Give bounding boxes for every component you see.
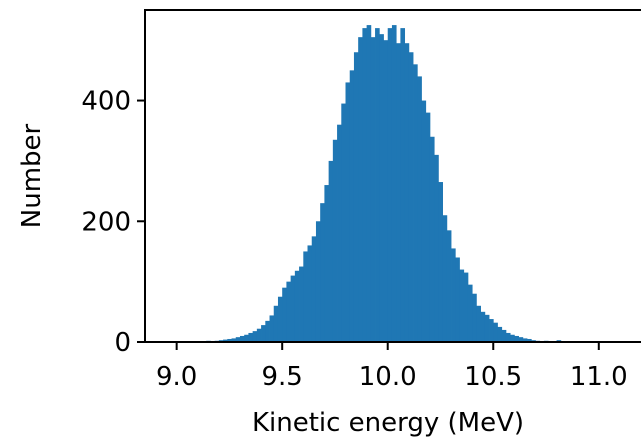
histogram-bar: [353, 52, 359, 342]
histogram-bar: [294, 270, 300, 342]
x-tick-label: 10.5: [464, 362, 522, 392]
histogram-bar: [451, 248, 456, 342]
histogram-bars: [197, 25, 566, 343]
histogram-bar: [413, 64, 418, 342]
histogram-bar: [425, 112, 431, 343]
histogram-bar: [493, 322, 498, 342]
y-axis-label: Number: [17, 123, 47, 228]
histogram-bar: [387, 28, 393, 343]
x-tick-label: 9.0: [156, 362, 197, 392]
histogram-bar: [362, 28, 368, 343]
histogram-bar: [370, 37, 376, 342]
histogram-bar: [484, 314, 490, 342]
histogram-bar: [358, 37, 363, 342]
histogram-bar: [307, 245, 313, 342]
histogram-bar: [518, 337, 524, 342]
histogram-bar: [404, 43, 410, 342]
x-axis-label: Kinetic energy (MeV): [252, 408, 524, 438]
histogram-bar: [261, 325, 266, 342]
histogram-bar: [459, 269, 465, 342]
histogram-bar: [421, 100, 427, 342]
histogram-bar: [527, 338, 532, 342]
histogram-bar: [290, 275, 296, 342]
histogram-bar: [303, 251, 308, 342]
histogram-bar: [442, 215, 448, 342]
histogram-bar: [429, 136, 435, 342]
y-tick-label: 200: [81, 207, 131, 237]
histogram-bar: [299, 266, 304, 342]
histogram-bar: [467, 284, 473, 342]
histogram-bar: [497, 326, 503, 342]
histogram-bar: [408, 52, 414, 342]
histogram-bar: [434, 154, 439, 342]
histogram-bar: [286, 281, 292, 342]
histogram-bar: [438, 182, 443, 342]
histogram-bar: [328, 160, 334, 342]
histogram-bar: [472, 293, 477, 342]
x-tick-label: 9.5: [262, 362, 303, 392]
y-tick-label: 0: [114, 328, 131, 358]
histogram-bar: [277, 296, 283, 342]
histogram-bar: [417, 76, 422, 343]
histogram-bar: [235, 337, 241, 342]
y-tick-label: 400: [81, 87, 131, 117]
histogram-bar: [265, 320, 270, 342]
x-axis-ticks: 9.0 9.5 10.0 10.5 11.0: [156, 342, 628, 392]
histogram-bar: [252, 331, 258, 342]
histogram-bar: [345, 82, 351, 342]
histogram-bar: [510, 334, 515, 342]
plot-frame: [144, 9, 641, 343]
histogram-bar: [476, 305, 481, 342]
histogram-bar: [489, 319, 494, 342]
histogram-bar: [379, 34, 384, 343]
histogram-bar: [480, 311, 486, 342]
histogram-bar: [282, 287, 287, 342]
histogram-bar: [375, 28, 380, 343]
histogram-bar: [315, 221, 321, 342]
histogram-bar: [273, 305, 279, 342]
x-tick-label: 11.0: [570, 362, 628, 392]
histogram-bar: [324, 185, 330, 342]
histogram-bar: [349, 70, 355, 343]
histogram-bar: [244, 334, 249, 342]
histogram-bar: [341, 103, 346, 342]
histogram-bar: [501, 329, 507, 342]
histogram-bar: [231, 338, 237, 342]
histogram-bar: [391, 25, 397, 343]
histogram-bar: [514, 335, 519, 342]
histogram-bar: [332, 139, 338, 342]
histogram-bar: [383, 40, 389, 343]
histogram-bar: [522, 338, 528, 342]
histogram-bar: [446, 230, 452, 342]
histogram-bar: [227, 338, 232, 342]
histogram-bar: [396, 43, 401, 342]
histogram-bar: [239, 335, 245, 342]
histogram-bar: [248, 332, 254, 342]
histogram-bar: [320, 203, 325, 342]
histogram-bar: [455, 257, 460, 342]
histogram-bar: [463, 272, 469, 342]
histogram-bar: [337, 124, 342, 342]
histogram-bar: [256, 328, 262, 342]
histogram-bar: [366, 25, 372, 343]
histogram-bar: [505, 332, 511, 342]
histogram-bar: [400, 28, 406, 343]
x-tick-label: 10.0: [359, 362, 417, 392]
histogram-bar: [223, 339, 228, 342]
histogram-bar: [269, 315, 275, 342]
histogram-bar: [311, 236, 317, 342]
y-axis-ticks: 0 200 400: [81, 87, 145, 358]
